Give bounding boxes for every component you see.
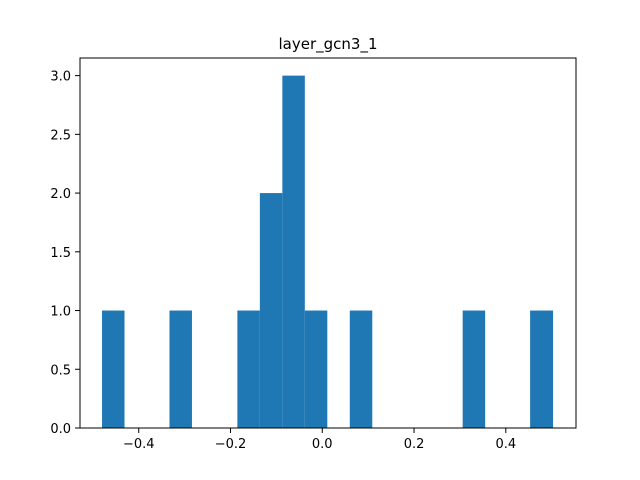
histogram-bar-6 xyxy=(237,310,260,428)
x-tick-label-0: −0.4 xyxy=(123,437,155,452)
x-tick-label-4: 0.4 xyxy=(495,437,516,452)
histogram-bar-0 xyxy=(102,310,125,428)
y-tick-label-0: 0.0 xyxy=(50,422,71,437)
x-tick-label-2: 0.0 xyxy=(312,437,333,452)
x-tick-label-1: −0.2 xyxy=(215,437,247,452)
y-tick-label-6: 3.0 xyxy=(50,70,71,85)
histogram-bar-16 xyxy=(462,310,486,428)
x-axis: −0.4 −0.2 0.0 0.2 0.4 xyxy=(123,428,516,452)
histogram-bar-19 xyxy=(530,310,554,428)
histogram-bar-9 xyxy=(304,310,328,428)
y-tick-label-5: 2.5 xyxy=(50,128,71,143)
y-tick-label-1: 0.5 xyxy=(50,363,71,378)
histogram-bar-8 xyxy=(282,75,305,428)
histogram-bar-3 xyxy=(169,310,192,428)
plot-frame xyxy=(79,57,577,429)
histogram-bar-7 xyxy=(259,193,283,428)
y-tick-label-3: 1.5 xyxy=(50,246,71,261)
y-axis: 0.0 0.5 1.0 1.5 2.0 2.5 3.0 xyxy=(50,70,80,437)
bars-group xyxy=(102,75,554,428)
y-tick-label-4: 2.0 xyxy=(50,187,71,202)
y-tick-label-2: 1.0 xyxy=(50,305,71,320)
x-tick-label-3: 0.2 xyxy=(404,437,425,452)
chart-title: layer_gcn3_1 xyxy=(279,35,378,54)
histogram-bar-11 xyxy=(349,310,373,428)
